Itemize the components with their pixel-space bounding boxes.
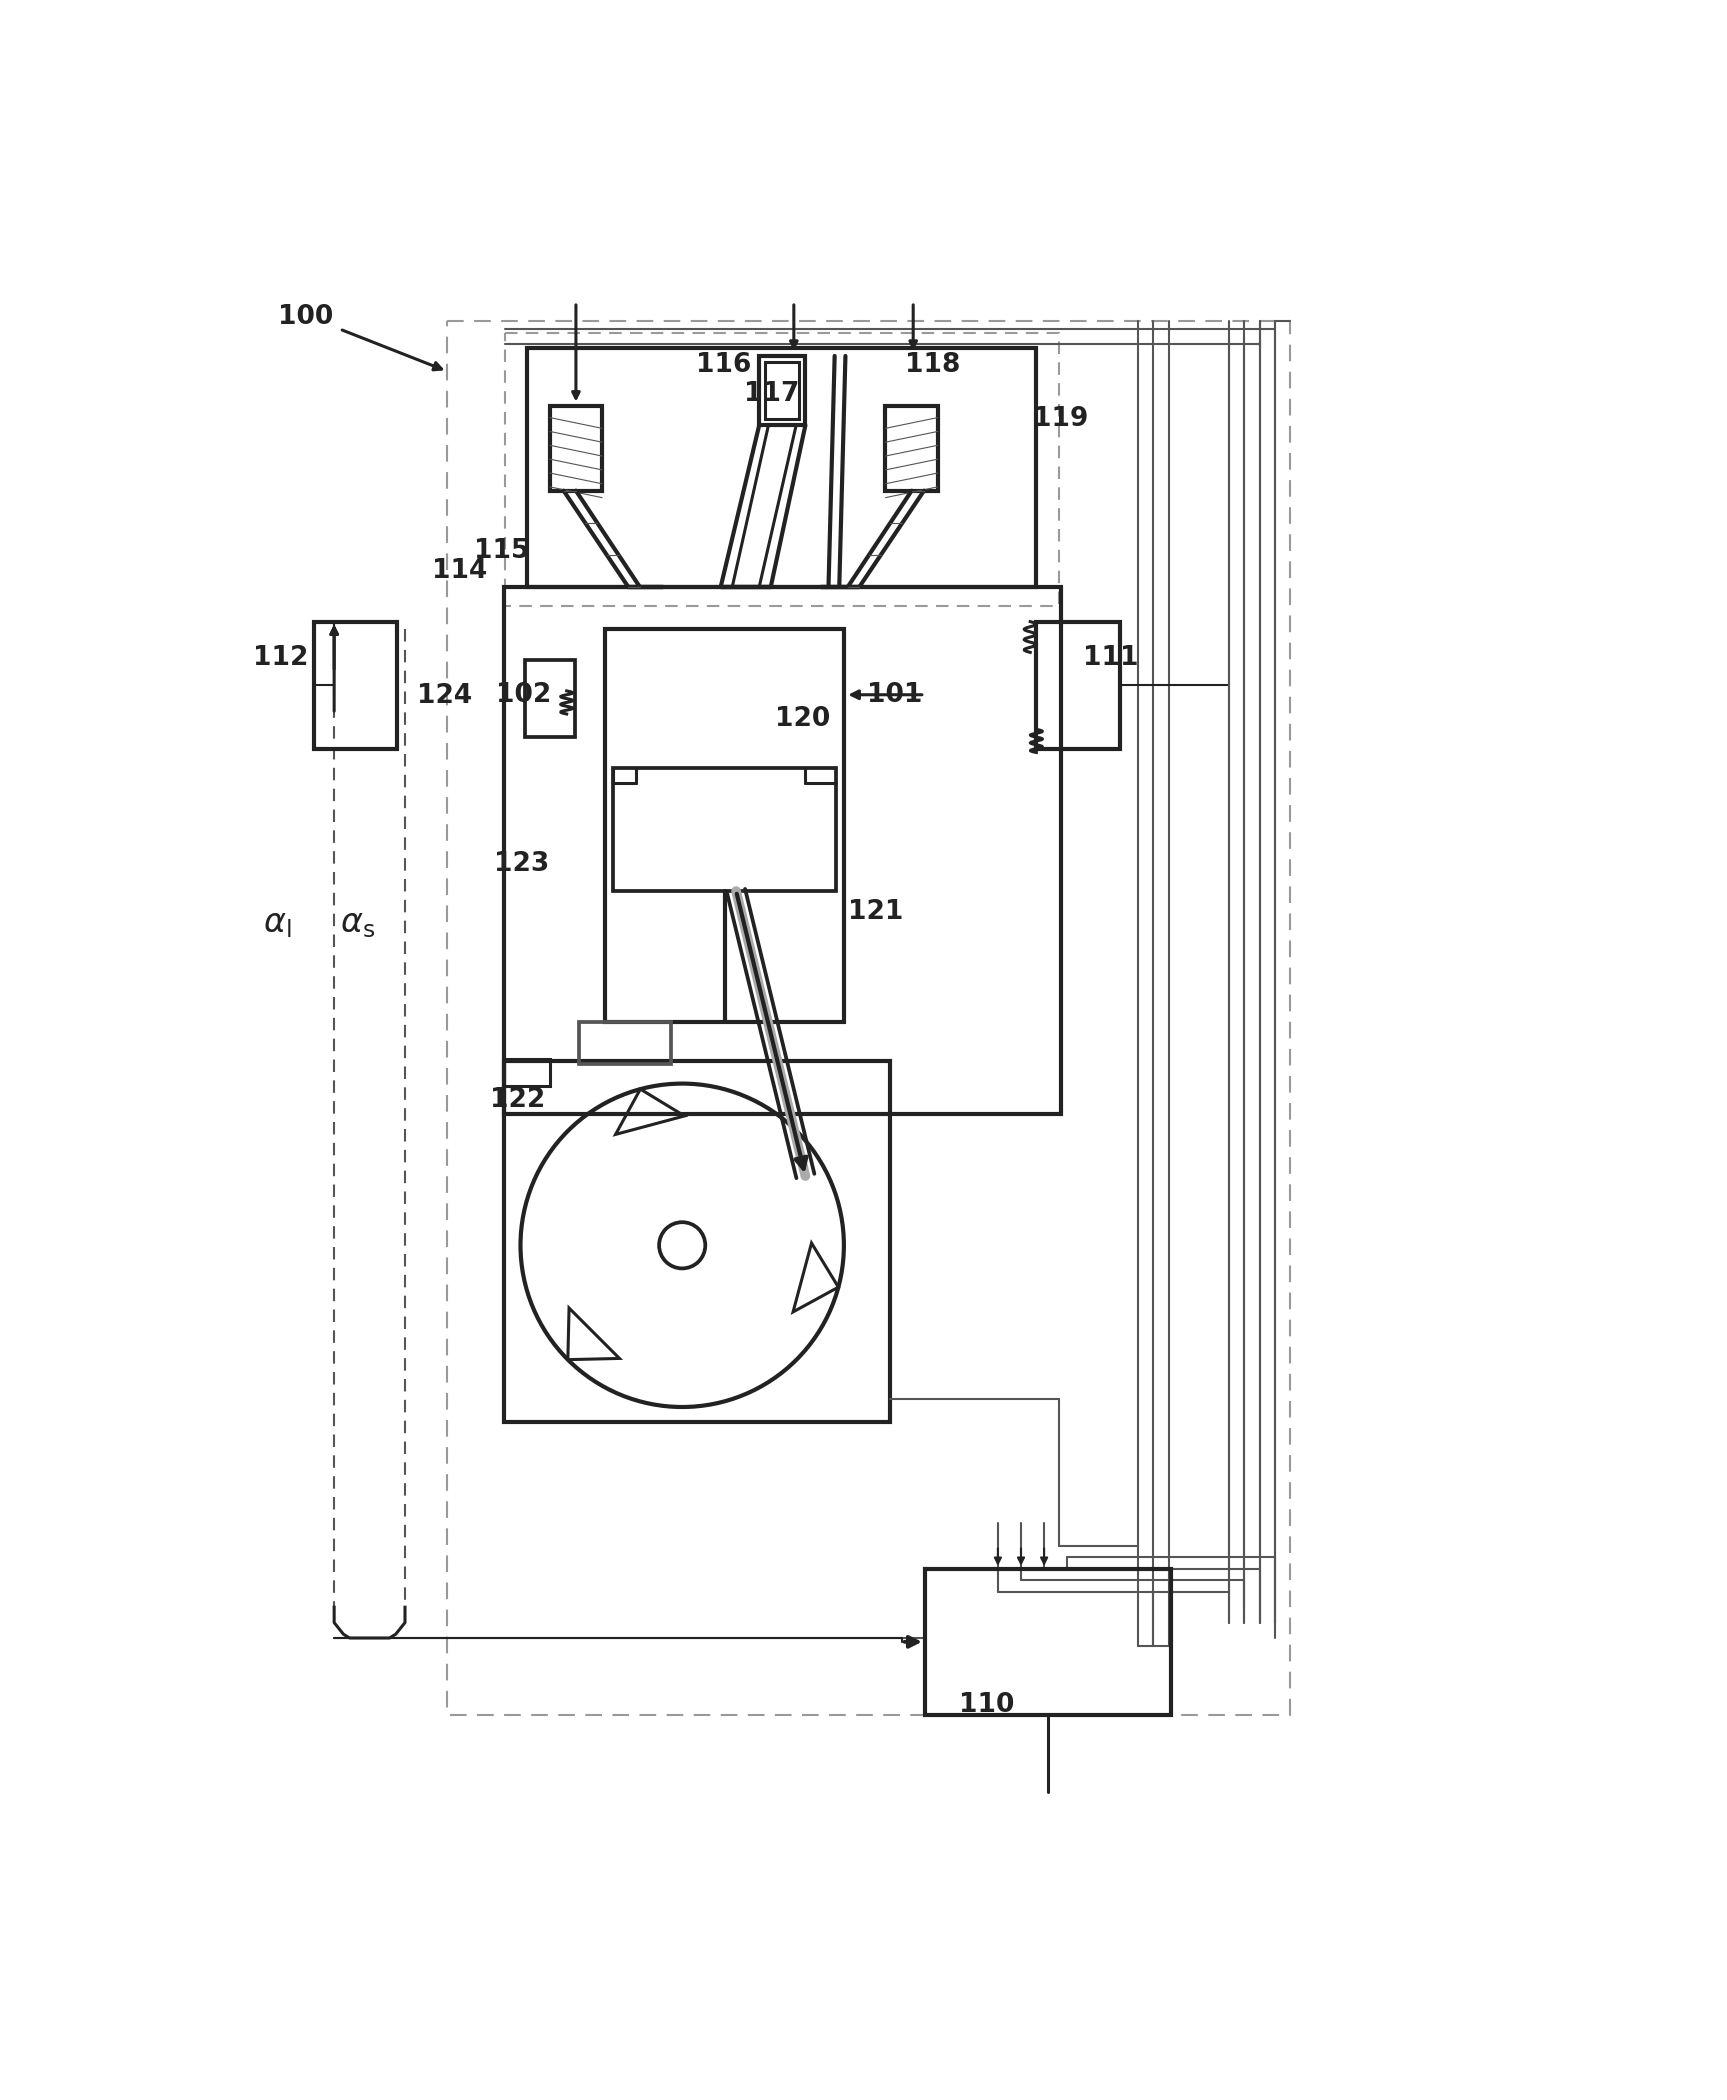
- Text: 116: 116: [696, 353, 751, 378]
- Bar: [504, 332, 1059, 607]
- Text: 100: 100: [278, 304, 333, 330]
- Bar: [613, 769, 836, 890]
- Text: 122: 122: [490, 1088, 546, 1113]
- Text: 111: 111: [1083, 645, 1138, 670]
- Bar: [527, 349, 1036, 586]
- Bar: [525, 659, 575, 737]
- Text: 110: 110: [960, 1693, 1015, 1718]
- Bar: [314, 622, 397, 748]
- Text: 115: 115: [475, 538, 530, 565]
- Text: $\alpha_{\rm s}$: $\alpha_{\rm s}$: [340, 907, 375, 939]
- Bar: [504, 586, 1060, 1115]
- Text: 119: 119: [1033, 405, 1088, 433]
- Text: 124: 124: [416, 682, 471, 710]
- Text: 121: 121: [848, 899, 903, 924]
- Bar: [447, 321, 1290, 1716]
- Bar: [1036, 622, 1119, 748]
- Text: 102: 102: [496, 682, 551, 708]
- Text: 120: 120: [775, 706, 831, 733]
- Bar: [504, 1058, 549, 1086]
- Bar: [760, 355, 805, 424]
- Text: $\alpha_{\rm l}$: $\alpha_{\rm l}$: [263, 907, 290, 939]
- Text: 112: 112: [252, 645, 307, 670]
- Text: 118: 118: [905, 353, 960, 378]
- Bar: [765, 361, 800, 420]
- Text: 101: 101: [867, 682, 922, 708]
- Bar: [924, 1569, 1171, 1716]
- Text: 117: 117: [744, 382, 800, 407]
- Bar: [549, 405, 603, 491]
- Text: 123: 123: [494, 850, 549, 878]
- Bar: [579, 1023, 672, 1065]
- Bar: [604, 630, 845, 1023]
- Bar: [886, 405, 938, 491]
- Bar: [504, 1060, 889, 1422]
- Text: 114: 114: [432, 559, 487, 584]
